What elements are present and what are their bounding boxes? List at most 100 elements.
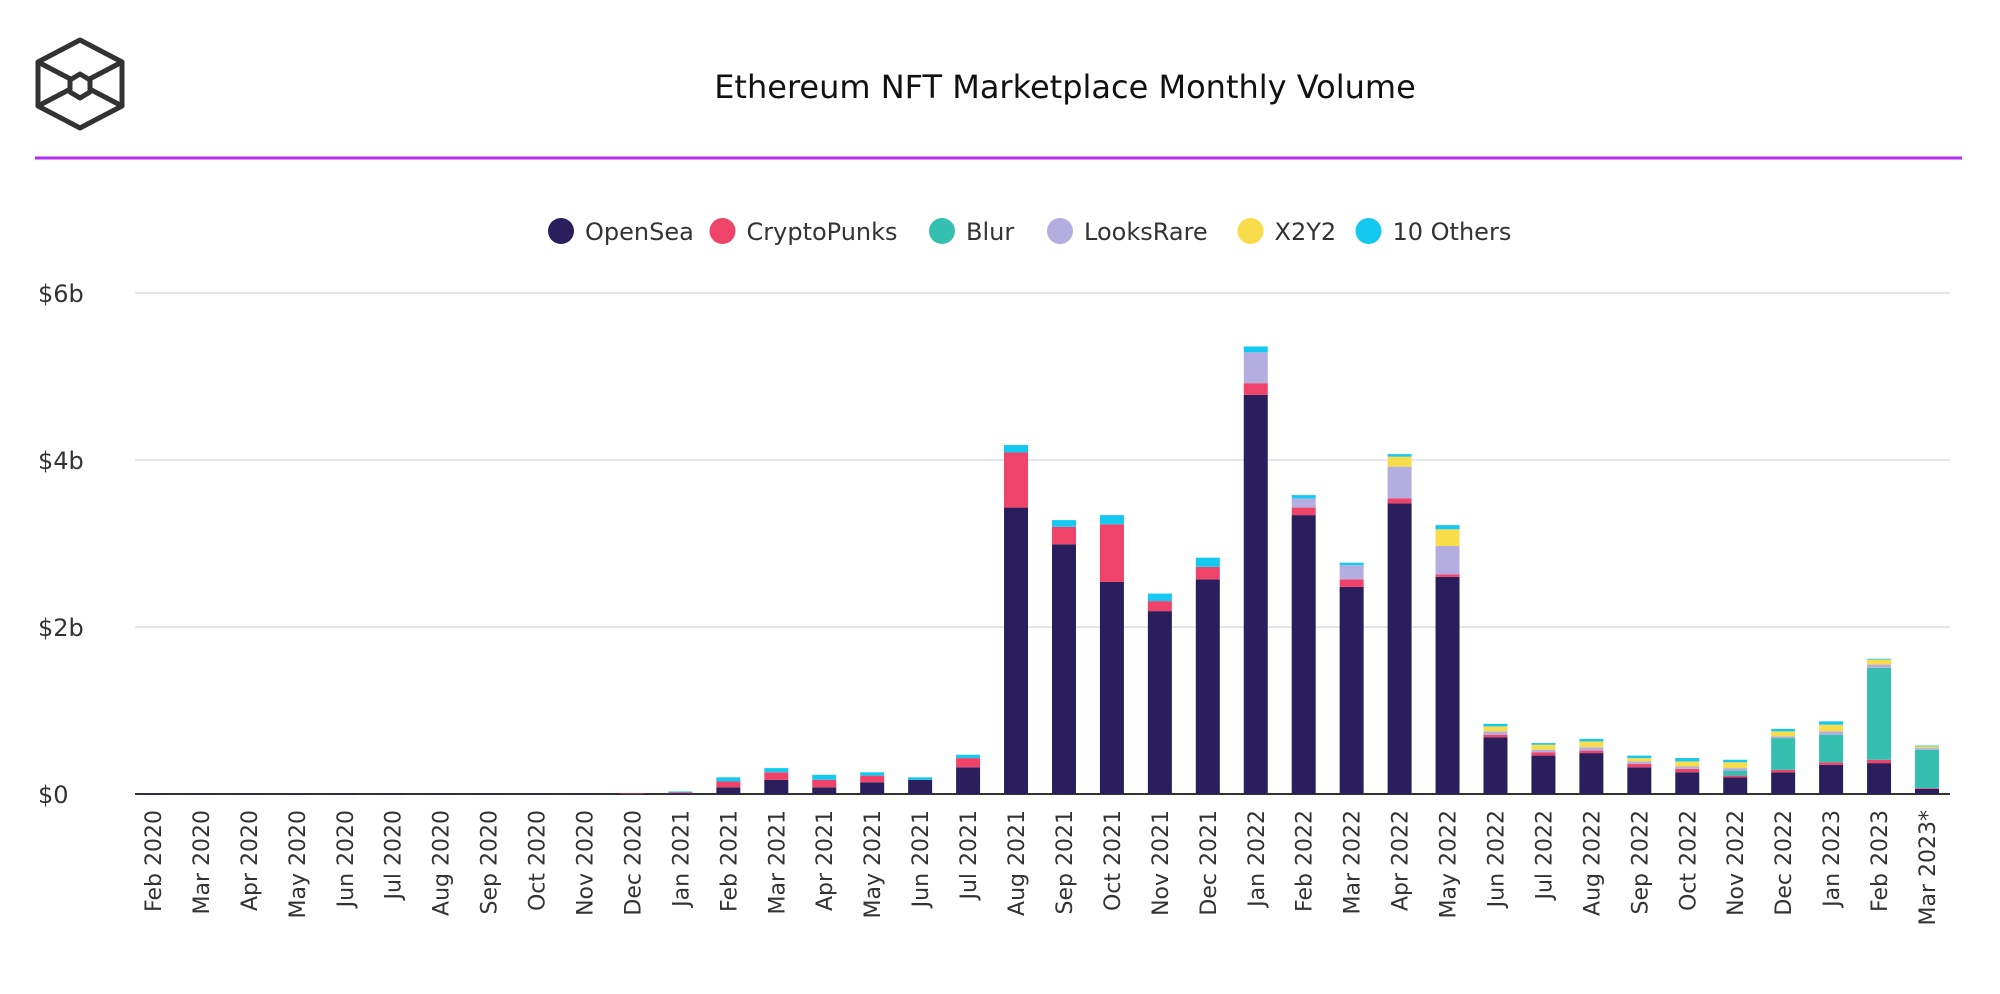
bar-segment-cryptopunks	[1579, 750, 1604, 754]
legend-item[interactable]: OpenSea	[548, 218, 694, 246]
bar-segment-cryptopunks	[1387, 498, 1412, 504]
bar-segment-blur	[1771, 738, 1796, 770]
x-tick-label: Dec 2022	[1772, 810, 1797, 916]
bar-segment-looksrare	[1915, 748, 1939, 750]
bar-segment-looksrare	[1867, 664, 1892, 668]
x-tick-label: Jul 2021	[957, 810, 982, 902]
x-tick-label: Feb 2022	[1293, 810, 1318, 912]
x-tick-label: Apr 2022	[1389, 810, 1414, 911]
bar-segment-opensea	[1339, 586, 1364, 794]
bar-segment-10-others	[1627, 755, 1652, 759]
x-tick-label: Sep 2021	[1053, 810, 1078, 914]
bar-segment-looksrare	[1723, 768, 1748, 771]
legend-item[interactable]: LooksRare	[1047, 218, 1208, 246]
bar-segment-opensea	[524, 793, 549, 795]
legend-item[interactable]: X2Y2	[1237, 218, 1337, 246]
x-tick-label: Oct 2020	[526, 810, 551, 911]
bar-segment-opensea	[188, 793, 213, 795]
bar-segment-x2y2	[1579, 741, 1604, 748]
x-tick-label: Apr 2021	[813, 810, 838, 911]
legend-label: LooksRare	[1084, 218, 1208, 246]
bar-segment-opensea	[1483, 737, 1508, 794]
x-tick-label: Oct 2022	[1676, 810, 1701, 911]
legend-swatch	[709, 218, 736, 244]
legend-item[interactable]: 10 Others	[1355, 218, 1512, 246]
bar-segment-opensea	[956, 767, 981, 794]
x-tick-label: Apr 2020	[238, 810, 263, 911]
x-tick-label: Jun 2021	[909, 810, 934, 909]
bar-segment-10-others	[956, 754, 981, 759]
legend-label: 10 Others	[1393, 218, 1512, 246]
bar-segment-looksrare	[1627, 761, 1652, 764]
x-tick-label: Mar 2023*	[1916, 810, 1941, 926]
legend-item[interactable]: Blur	[929, 218, 1014, 246]
bar-segment-10-others	[1339, 562, 1364, 566]
bar-segment-opensea	[1435, 576, 1460, 794]
bar-segment-10-others	[764, 768, 789, 773]
bar-segment-10-others	[1004, 444, 1029, 453]
bar-segment-10-others	[1531, 743, 1556, 745]
legend-label: X2Y2	[1275, 218, 1337, 246]
x-tick-label: Feb 2023	[1868, 810, 1893, 912]
bar-segment-cryptopunks	[812, 779, 837, 788]
x-tick-label: Jun 2022	[1484, 810, 1509, 909]
bar-segment-opensea	[572, 793, 597, 795]
x-tick-label: Jan 2023	[1820, 810, 1845, 909]
bar-segment-opensea	[1243, 394, 1268, 794]
y-tick-label: $0	[38, 781, 69, 809]
cube-logo	[35, 37, 125, 131]
legend-item[interactable]: CryptoPunks	[709, 218, 898, 246]
x-tick-label: Sep 2020	[478, 810, 503, 914]
bar-segment-10-others	[1723, 759, 1748, 763]
bar-segment-blur	[1915, 749, 1939, 789]
bar-segment-opensea	[812, 787, 837, 794]
bar-segment-x2y2	[1483, 726, 1508, 732]
bar-segment-cryptopunks	[1195, 566, 1220, 580]
bar-segment-10-others	[1579, 738, 1604, 742]
bar-segment-opensea	[1579, 753, 1604, 794]
bar-segment-x2y2	[1723, 762, 1748, 769]
bar-segment-10-others	[1387, 454, 1412, 457]
bar-segment-looksrare	[1819, 731, 1844, 735]
bar-segment-looksrare	[1435, 546, 1460, 575]
bar-segment-opensea	[908, 779, 933, 794]
x-tick-label: Aug 2020	[430, 810, 455, 916]
x-tick-label: May 2022	[1437, 810, 1462, 918]
bar-segment-opensea	[141, 793, 165, 795]
x-tick-label: Dec 2020	[621, 810, 646, 916]
legend-label: OpenSea	[585, 218, 694, 246]
bar-segment-cryptopunks	[1627, 763, 1652, 768]
bar-segment-cryptopunks	[764, 772, 789, 780]
legend: OpenSea CryptoPunks Blur LooksRare X2Y2 10 Ot…	[548, 218, 1511, 246]
bar-segment-x2y2	[1675, 761, 1700, 767]
x-tick-label: Oct 2021	[1101, 810, 1126, 911]
legend-label: CryptoPunks	[747, 218, 898, 246]
bar-segment-opensea	[476, 793, 501, 794]
bar-segment-opensea	[1291, 515, 1316, 794]
bar-segment-10-others	[860, 772, 885, 776]
legend-swatch	[929, 218, 955, 244]
y-tick-label: $2b	[38, 614, 84, 642]
bar-segment-10-others	[908, 777, 933, 780]
bar-segment-opensea	[284, 793, 309, 795]
bar-segment-opensea	[1627, 767, 1652, 794]
x-tick-label: Aug 2022	[1580, 810, 1605, 916]
bar-segment-10-others	[1483, 723, 1508, 727]
bar-segment-x2y2	[1771, 731, 1796, 737]
bar-segment-x2y2	[1531, 744, 1556, 750]
bar-segment-opensea	[1819, 764, 1844, 794]
x-tick-label: Jul 2020	[382, 810, 407, 902]
y-tick-label: $4b	[38, 447, 84, 475]
bar-segment-x2y2	[1627, 758, 1652, 762]
bar-segment-10-others	[1243, 346, 1268, 353]
x-tick-label: Feb 2021	[717, 810, 742, 912]
y-tick-label: $6b	[38, 280, 84, 308]
bar-segment-cryptopunks	[1004, 452, 1029, 508]
bar-segment-opensea	[236, 793, 261, 795]
bar-segment-10-others	[1147, 593, 1172, 602]
grid: $0 $2b $4b $6b	[38, 280, 1950, 809]
bar-segment-opensea	[1531, 755, 1556, 794]
bar-segment-cryptopunks	[1291, 507, 1316, 516]
bar-segment-looksrare	[1675, 766, 1700, 769]
